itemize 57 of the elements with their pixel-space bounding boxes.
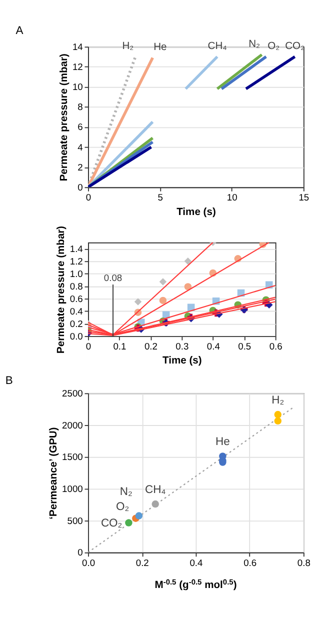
x-tick-label: 10 [226, 192, 238, 203]
y-tick-label: 6 [78, 122, 83, 132]
annotation: H₂ [122, 41, 134, 52]
y-tick-label: 0.8 [70, 281, 83, 292]
series-label: CH₄ [144, 484, 166, 496]
y-tick-label: 2500 [62, 388, 83, 398]
y-tick-label: 1.4 [70, 244, 83, 254]
annotation: CO₂ [285, 41, 305, 52]
annotation: CH₄ [208, 41, 227, 52]
x-tick-label: 0 [86, 192, 92, 203]
x-tick-label: 0.1 [113, 342, 126, 352]
series-label: He [216, 436, 230, 448]
x-tick-label: 0.2 [144, 342, 158, 352]
x-tick-label: 0.2 [136, 558, 149, 568]
y-tick-label: 10 [72, 82, 83, 92]
y-tick-label: 2 [78, 162, 83, 172]
y-tick-label: 1500 [62, 452, 83, 462]
y-tick-label: 2000 [62, 420, 83, 430]
series-label: O₂ [116, 500, 130, 513]
y-tick-label: 12 [72, 62, 83, 72]
series-label: H₂ [272, 394, 284, 406]
y-tick-label: 0.2 [70, 318, 83, 329]
y-tick-label: 500 [67, 516, 83, 526]
x-tick-label: 0.6 [244, 558, 257, 568]
y-tick-label: 1.0 [70, 268, 83, 279]
annotation: O₂ [268, 41, 280, 52]
x-axis-title: Time (s) [162, 356, 202, 367]
y-tick-label: 0.0 [70, 331, 83, 342]
x-tick-label: 15 [298, 192, 310, 203]
y-tick-label: 1.2 [70, 256, 83, 266]
annotation: He [154, 42, 168, 54]
y-axis-title: ‘Permeance’ (GPU) [48, 427, 60, 520]
x-tick-label: 0.4 [206, 342, 220, 352]
x-tick-label: 0.8 [297, 558, 310, 568]
annotation: N₂ [248, 39, 260, 50]
y-axis-title: Permeate pressure (mbar) [58, 54, 70, 182]
series-label: CO₂ [100, 518, 122, 530]
x-tick-label: 5 [158, 192, 163, 203]
x-tick-label: 0.4 [190, 558, 203, 568]
x-tick-label: 0 [86, 342, 92, 352]
x-tick-label: 0.6 [269, 342, 282, 352]
y-axis-title: Permeate pressure (mbar) [56, 226, 68, 354]
y-tick-label: 0.6 [70, 294, 83, 304]
series-label: N₂ [120, 486, 132, 498]
chart-title: B [5, 374, 13, 387]
y-tick-label: 14 [72, 42, 83, 52]
chart-title: A [16, 25, 24, 38]
x-tick-label: 0.3 [176, 342, 189, 352]
y-tick-label: 8 [78, 102, 83, 112]
x-axis-title: Time (s) [176, 206, 216, 218]
y-tick-label: 1000 [62, 484, 83, 494]
y-tick-label: 0.4 [70, 306, 83, 316]
y-tick-label: 0 [78, 548, 83, 558]
ref-line-label: 0.08 [104, 272, 122, 283]
y-tick-label: 4 [78, 142, 83, 152]
y-tick-label: 0 [78, 182, 83, 192]
x-tick-label: 0.5 [238, 342, 252, 352]
